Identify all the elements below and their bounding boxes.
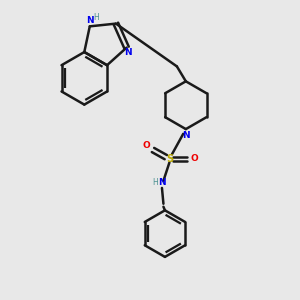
- Text: N: N: [182, 131, 190, 140]
- Text: S: S: [166, 154, 173, 164]
- Text: H: H: [94, 13, 99, 22]
- Text: O: O: [190, 154, 198, 164]
- Text: N: N: [86, 16, 94, 26]
- Text: N: N: [158, 178, 166, 187]
- Text: H: H: [152, 178, 158, 187]
- Text: O: O: [142, 141, 150, 150]
- Text: N: N: [124, 49, 132, 58]
